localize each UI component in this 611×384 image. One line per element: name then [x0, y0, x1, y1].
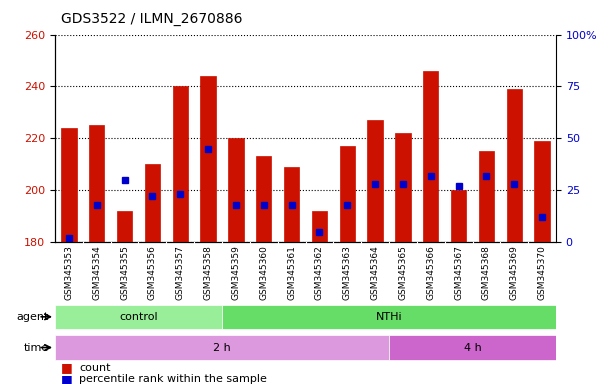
Text: GSM345362: GSM345362 — [315, 245, 324, 300]
Text: GSM345366: GSM345366 — [426, 245, 435, 300]
Text: GSM345360: GSM345360 — [259, 245, 268, 300]
Bar — [312, 211, 327, 242]
Text: GSM345354: GSM345354 — [92, 245, 101, 300]
Text: GSM345368: GSM345368 — [482, 245, 491, 300]
Text: ■: ■ — [61, 361, 73, 374]
Text: GSM345370: GSM345370 — [538, 245, 547, 300]
Bar — [117, 211, 132, 242]
Bar — [535, 141, 550, 242]
Text: GSM345359: GSM345359 — [232, 245, 240, 300]
Bar — [507, 89, 522, 242]
Text: GSM345356: GSM345356 — [148, 245, 157, 300]
Bar — [479, 151, 494, 242]
Bar — [172, 86, 188, 242]
Bar — [367, 120, 382, 242]
Bar — [145, 164, 160, 242]
Bar — [89, 125, 104, 242]
Bar — [284, 167, 299, 242]
Text: GSM345367: GSM345367 — [454, 245, 463, 300]
FancyBboxPatch shape — [55, 336, 389, 359]
Text: count: count — [79, 363, 111, 373]
Bar — [423, 71, 439, 242]
Text: ■: ■ — [61, 373, 73, 384]
Text: control: control — [119, 312, 158, 322]
Text: GSM345357: GSM345357 — [176, 245, 185, 300]
Text: GSM345365: GSM345365 — [398, 245, 408, 300]
Bar — [61, 128, 76, 242]
Text: NTHi: NTHi — [376, 312, 402, 322]
FancyBboxPatch shape — [222, 305, 556, 329]
Bar — [451, 190, 466, 242]
Text: GSM345361: GSM345361 — [287, 245, 296, 300]
Text: GSM345355: GSM345355 — [120, 245, 129, 300]
Text: GSM345364: GSM345364 — [371, 245, 379, 300]
Bar — [395, 133, 411, 242]
Text: time: time — [24, 343, 49, 353]
Bar — [256, 156, 271, 242]
Text: agent: agent — [16, 312, 49, 322]
Bar — [340, 146, 355, 242]
Text: GSM345358: GSM345358 — [203, 245, 213, 300]
Bar — [229, 138, 244, 242]
Text: 2 h: 2 h — [213, 343, 231, 353]
FancyBboxPatch shape — [389, 336, 556, 359]
Text: GSM345369: GSM345369 — [510, 245, 519, 300]
Text: GSM345363: GSM345363 — [343, 245, 352, 300]
Bar — [200, 76, 216, 242]
Text: percentile rank within the sample: percentile rank within the sample — [79, 374, 267, 384]
FancyBboxPatch shape — [55, 305, 222, 329]
Text: GSM345353: GSM345353 — [64, 245, 73, 300]
Text: GDS3522 / ILMN_2670886: GDS3522 / ILMN_2670886 — [61, 12, 243, 25]
Text: 4 h: 4 h — [464, 343, 481, 353]
